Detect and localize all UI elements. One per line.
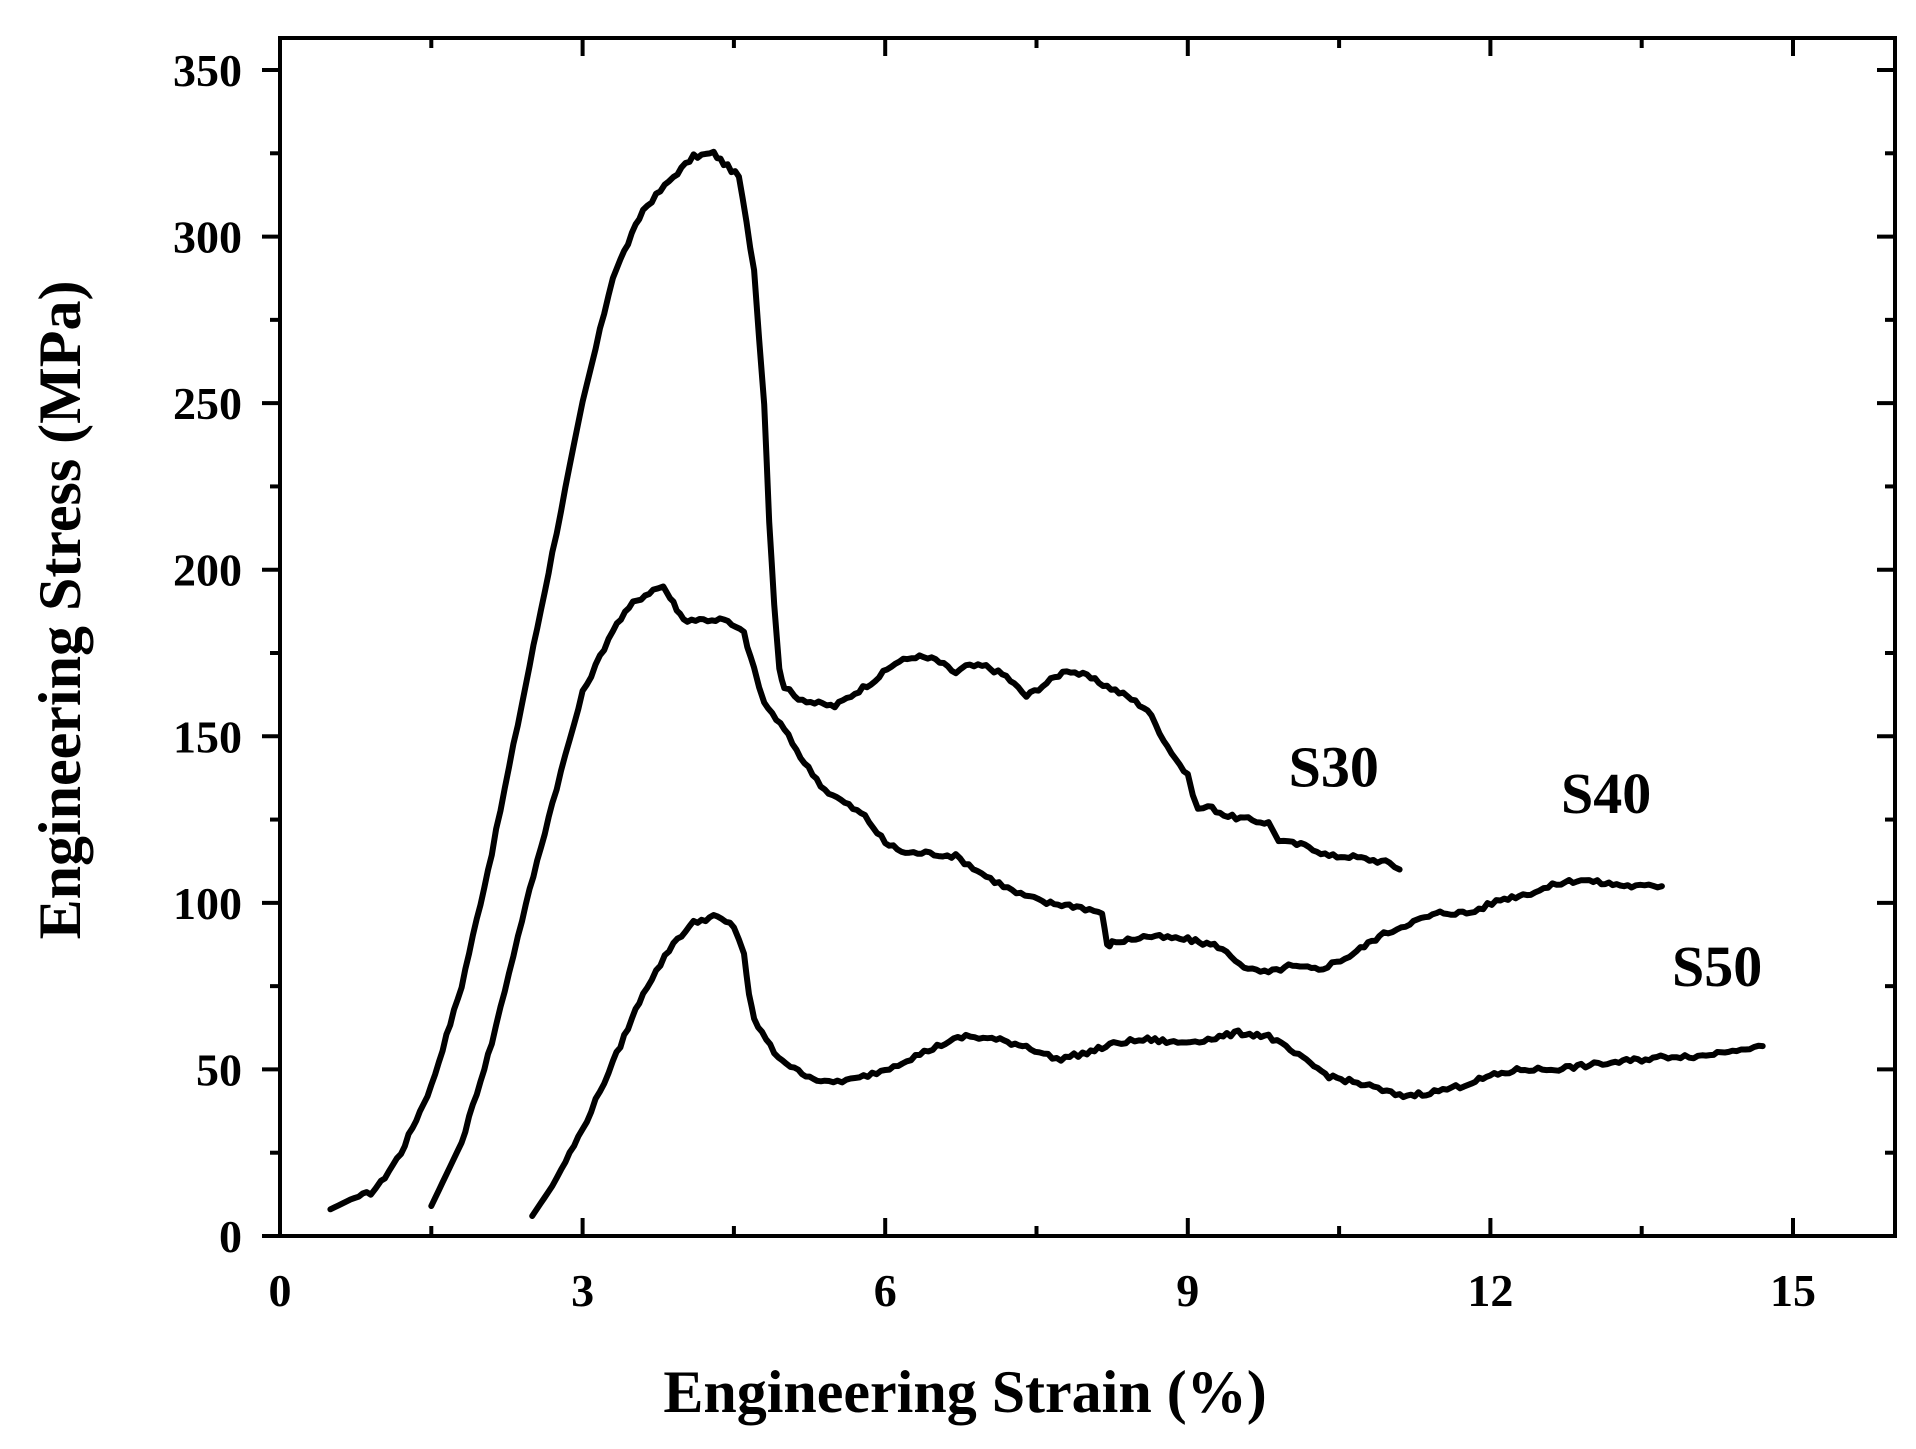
y-tick-label: 150: [173, 711, 242, 762]
y-tick-label: 0: [219, 1211, 242, 1262]
series-labels: S30 S40 S50: [1289, 734, 1763, 999]
x-axis-title: Engineering Strain (%): [663, 1359, 1266, 1425]
plot-frame: [278, 36, 1897, 1238]
y-tick-label: 350: [173, 45, 242, 96]
series-line-s40: [428, 583, 1665, 1209]
series-label-s30: S30: [1289, 734, 1379, 799]
series-label-s50: S50: [1672, 934, 1762, 999]
axis-ticks: [262, 38, 1895, 1238]
y-tick-label: 100: [173, 878, 242, 929]
y-axis-title: Engineering Stress (MPa): [27, 281, 93, 940]
y-tick-label: 50: [196, 1044, 242, 1095]
series-label-s40: S40: [1561, 761, 1651, 826]
x-tick-label: 9: [1176, 1265, 1199, 1316]
x-tick-label: 6: [874, 1265, 897, 1316]
x-tick-label: 3: [571, 1265, 594, 1316]
x-tick-label: 0: [269, 1265, 292, 1316]
series-line-s50: [529, 912, 1766, 1219]
x-tick-label: 15: [1770, 1265, 1816, 1316]
series-line-s30: [327, 148, 1403, 1213]
data-series: [327, 148, 1766, 1219]
y-tick-label: 300: [173, 212, 242, 263]
y-tick-label: 200: [173, 545, 242, 596]
plot-area: [278, 36, 1897, 1238]
y-tick-label: 250: [173, 378, 242, 429]
x-tick-label: 12: [1467, 1265, 1513, 1316]
